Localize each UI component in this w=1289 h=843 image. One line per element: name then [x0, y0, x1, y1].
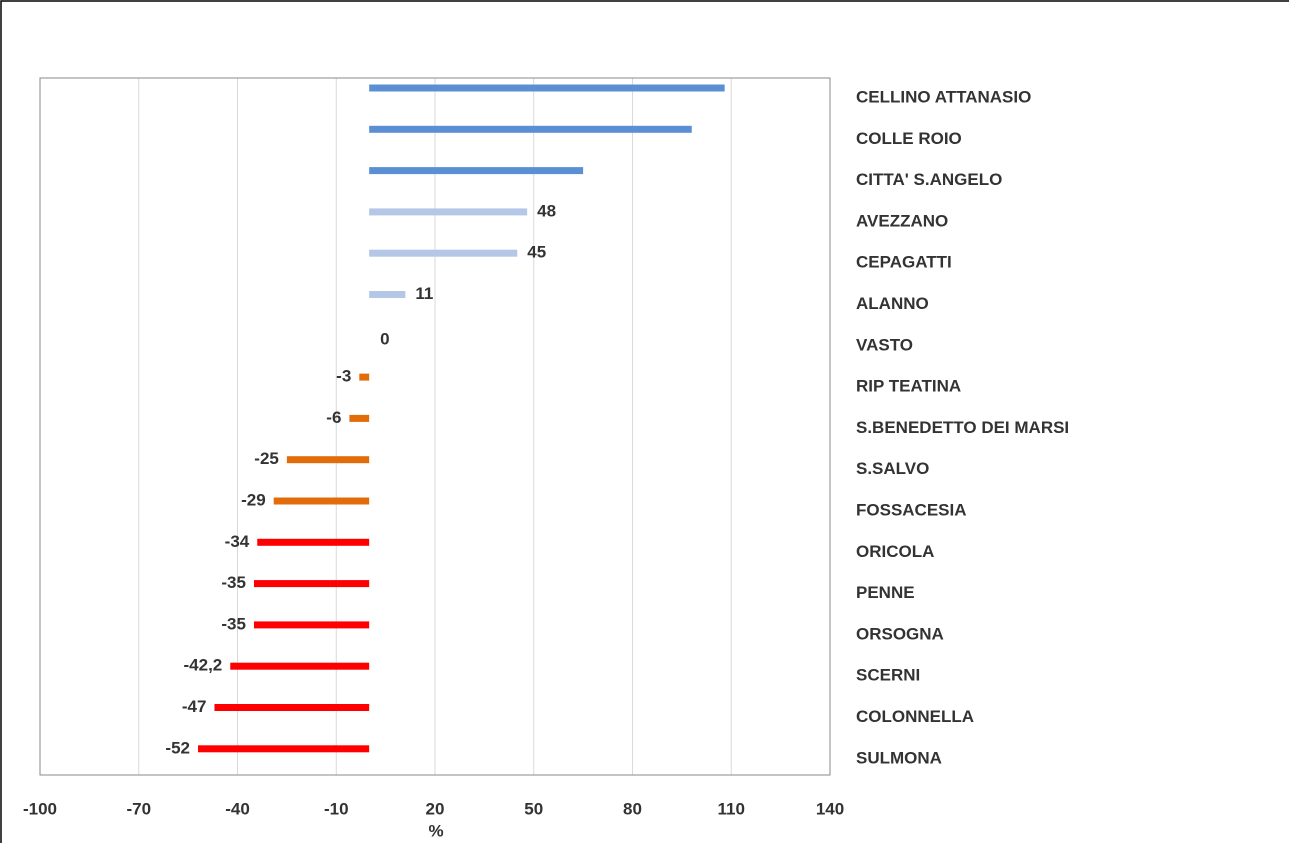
category-label: PENNE: [856, 583, 915, 602]
category-label: CELLINO ATTANASIO: [856, 87, 1031, 106]
x-tick-label: -10: [324, 799, 349, 818]
bar: [369, 125, 692, 133]
category-label: VASTO: [856, 335, 913, 354]
category-label: COLONNELLA: [856, 707, 974, 726]
value-label: 0: [380, 329, 389, 348]
x-tick-label: 140: [816, 799, 844, 818]
category-label: COLLE ROIO: [856, 129, 962, 148]
value-label: 11: [415, 284, 433, 303]
bar: [273, 497, 370, 505]
value-label: -25: [254, 449, 279, 468]
bar: [198, 745, 370, 753]
x-tick-label: -40: [225, 799, 250, 818]
bar: [286, 456, 370, 464]
bar: [257, 538, 370, 546]
bar: [253, 621, 370, 629]
category-label: CEPAGATTI: [856, 253, 952, 272]
x-tick-label: -70: [126, 799, 151, 818]
category-label: CITTA' S.ANGELO: [856, 170, 1002, 189]
bar: [359, 373, 370, 381]
bar: [349, 414, 370, 422]
x-tick-label: 20: [426, 799, 445, 818]
bar: [369, 291, 406, 298]
bar: [230, 662, 370, 670]
value-label: -35: [221, 614, 246, 633]
x-axis-label: %: [428, 821, 443, 840]
category-label: RIP TEATINA: [856, 377, 961, 396]
value-label: 45: [527, 243, 546, 262]
category-label: AVEZZANO: [856, 211, 948, 230]
bar: [214, 704, 370, 711]
x-tick-label: -100: [23, 799, 57, 818]
bar: [369, 84, 725, 92]
category-label: S.SALVO: [856, 459, 929, 478]
category-label: S.BENEDETTO DEI MARSI: [856, 418, 1069, 437]
value-label: -52: [165, 738, 190, 757]
x-tick-label: 50: [524, 799, 543, 818]
value-label: 48: [537, 201, 556, 220]
x-tick-label: 80: [623, 799, 642, 818]
bar: [369, 249, 518, 257]
category-label: SCERNI: [856, 666, 920, 685]
value-label: -47: [182, 697, 207, 716]
value-label: -35: [221, 573, 246, 592]
value-label: -3: [336, 367, 351, 386]
plot-border: [39, 77, 831, 776]
bar: [253, 580, 370, 588]
category-label: ALANNO: [856, 294, 929, 313]
category-label: FOSSACESIA: [856, 500, 967, 519]
category-label: SULMONA: [856, 748, 942, 767]
category-label: ORICOLA: [856, 542, 934, 561]
value-label: -29: [241, 490, 266, 509]
value-label: -42,2: [184, 656, 223, 675]
x-tick-label: 110: [718, 799, 745, 818]
bar: [369, 167, 584, 175]
bar: [369, 208, 528, 216]
category-label: ORSOGNA: [856, 624, 944, 643]
value-label: -6: [326, 408, 341, 427]
value-label: -34: [225, 532, 250, 551]
